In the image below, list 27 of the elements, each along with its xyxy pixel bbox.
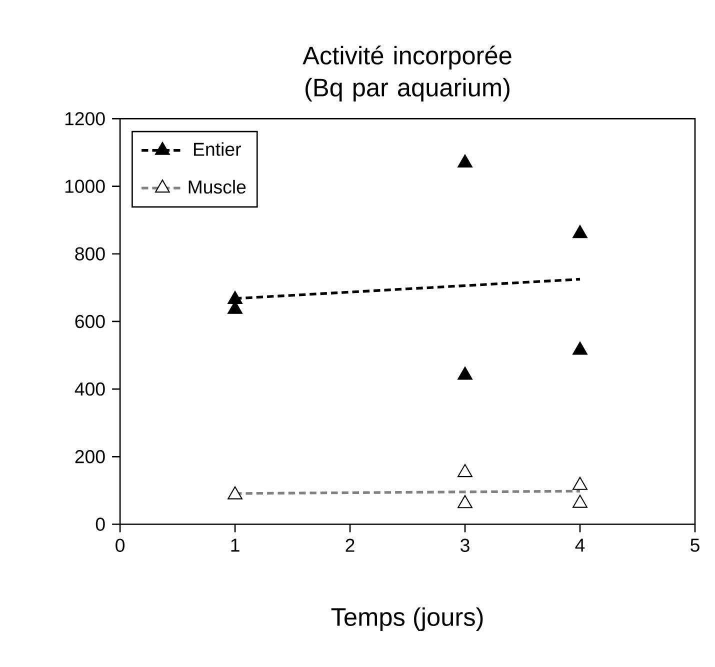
y-tick-label: 800 — [75, 247, 105, 261]
legend-label: Entier — [194, 142, 241, 156]
point — [458, 495, 472, 508]
point — [228, 486, 243, 500]
point — [458, 464, 472, 478]
point — [572, 476, 588, 490]
legend-label: Muscle — [188, 180, 246, 194]
x-tick-label: 0 — [116, 538, 125, 552]
y-tick-label: 200 — [75, 450, 105, 464]
point — [572, 342, 588, 355]
x-tick-label: 5 — [690, 538, 700, 552]
x-axis-title: Temps (jours) — [331, 607, 483, 631]
y-tick-label: 0 — [96, 518, 105, 531]
point — [228, 290, 243, 304]
chart-title: Activité incorporée (Bq par aquarium) — [302, 46, 512, 102]
point — [572, 225, 588, 238]
x-tick-label: 4 — [575, 538, 585, 552]
point — [458, 154, 472, 168]
x-tick-label: 2 — [346, 538, 354, 552]
y-tick-label: 1000 — [65, 180, 105, 193]
x-tick-label: 1 — [231, 538, 240, 552]
y-tick-label: 400 — [74, 382, 105, 396]
y-tick-label: 1200 — [65, 112, 105, 126]
point — [572, 494, 588, 508]
point — [458, 366, 472, 380]
y-tick-label: 600 — [75, 314, 105, 328]
x-tick-label: 3 — [460, 538, 470, 552]
